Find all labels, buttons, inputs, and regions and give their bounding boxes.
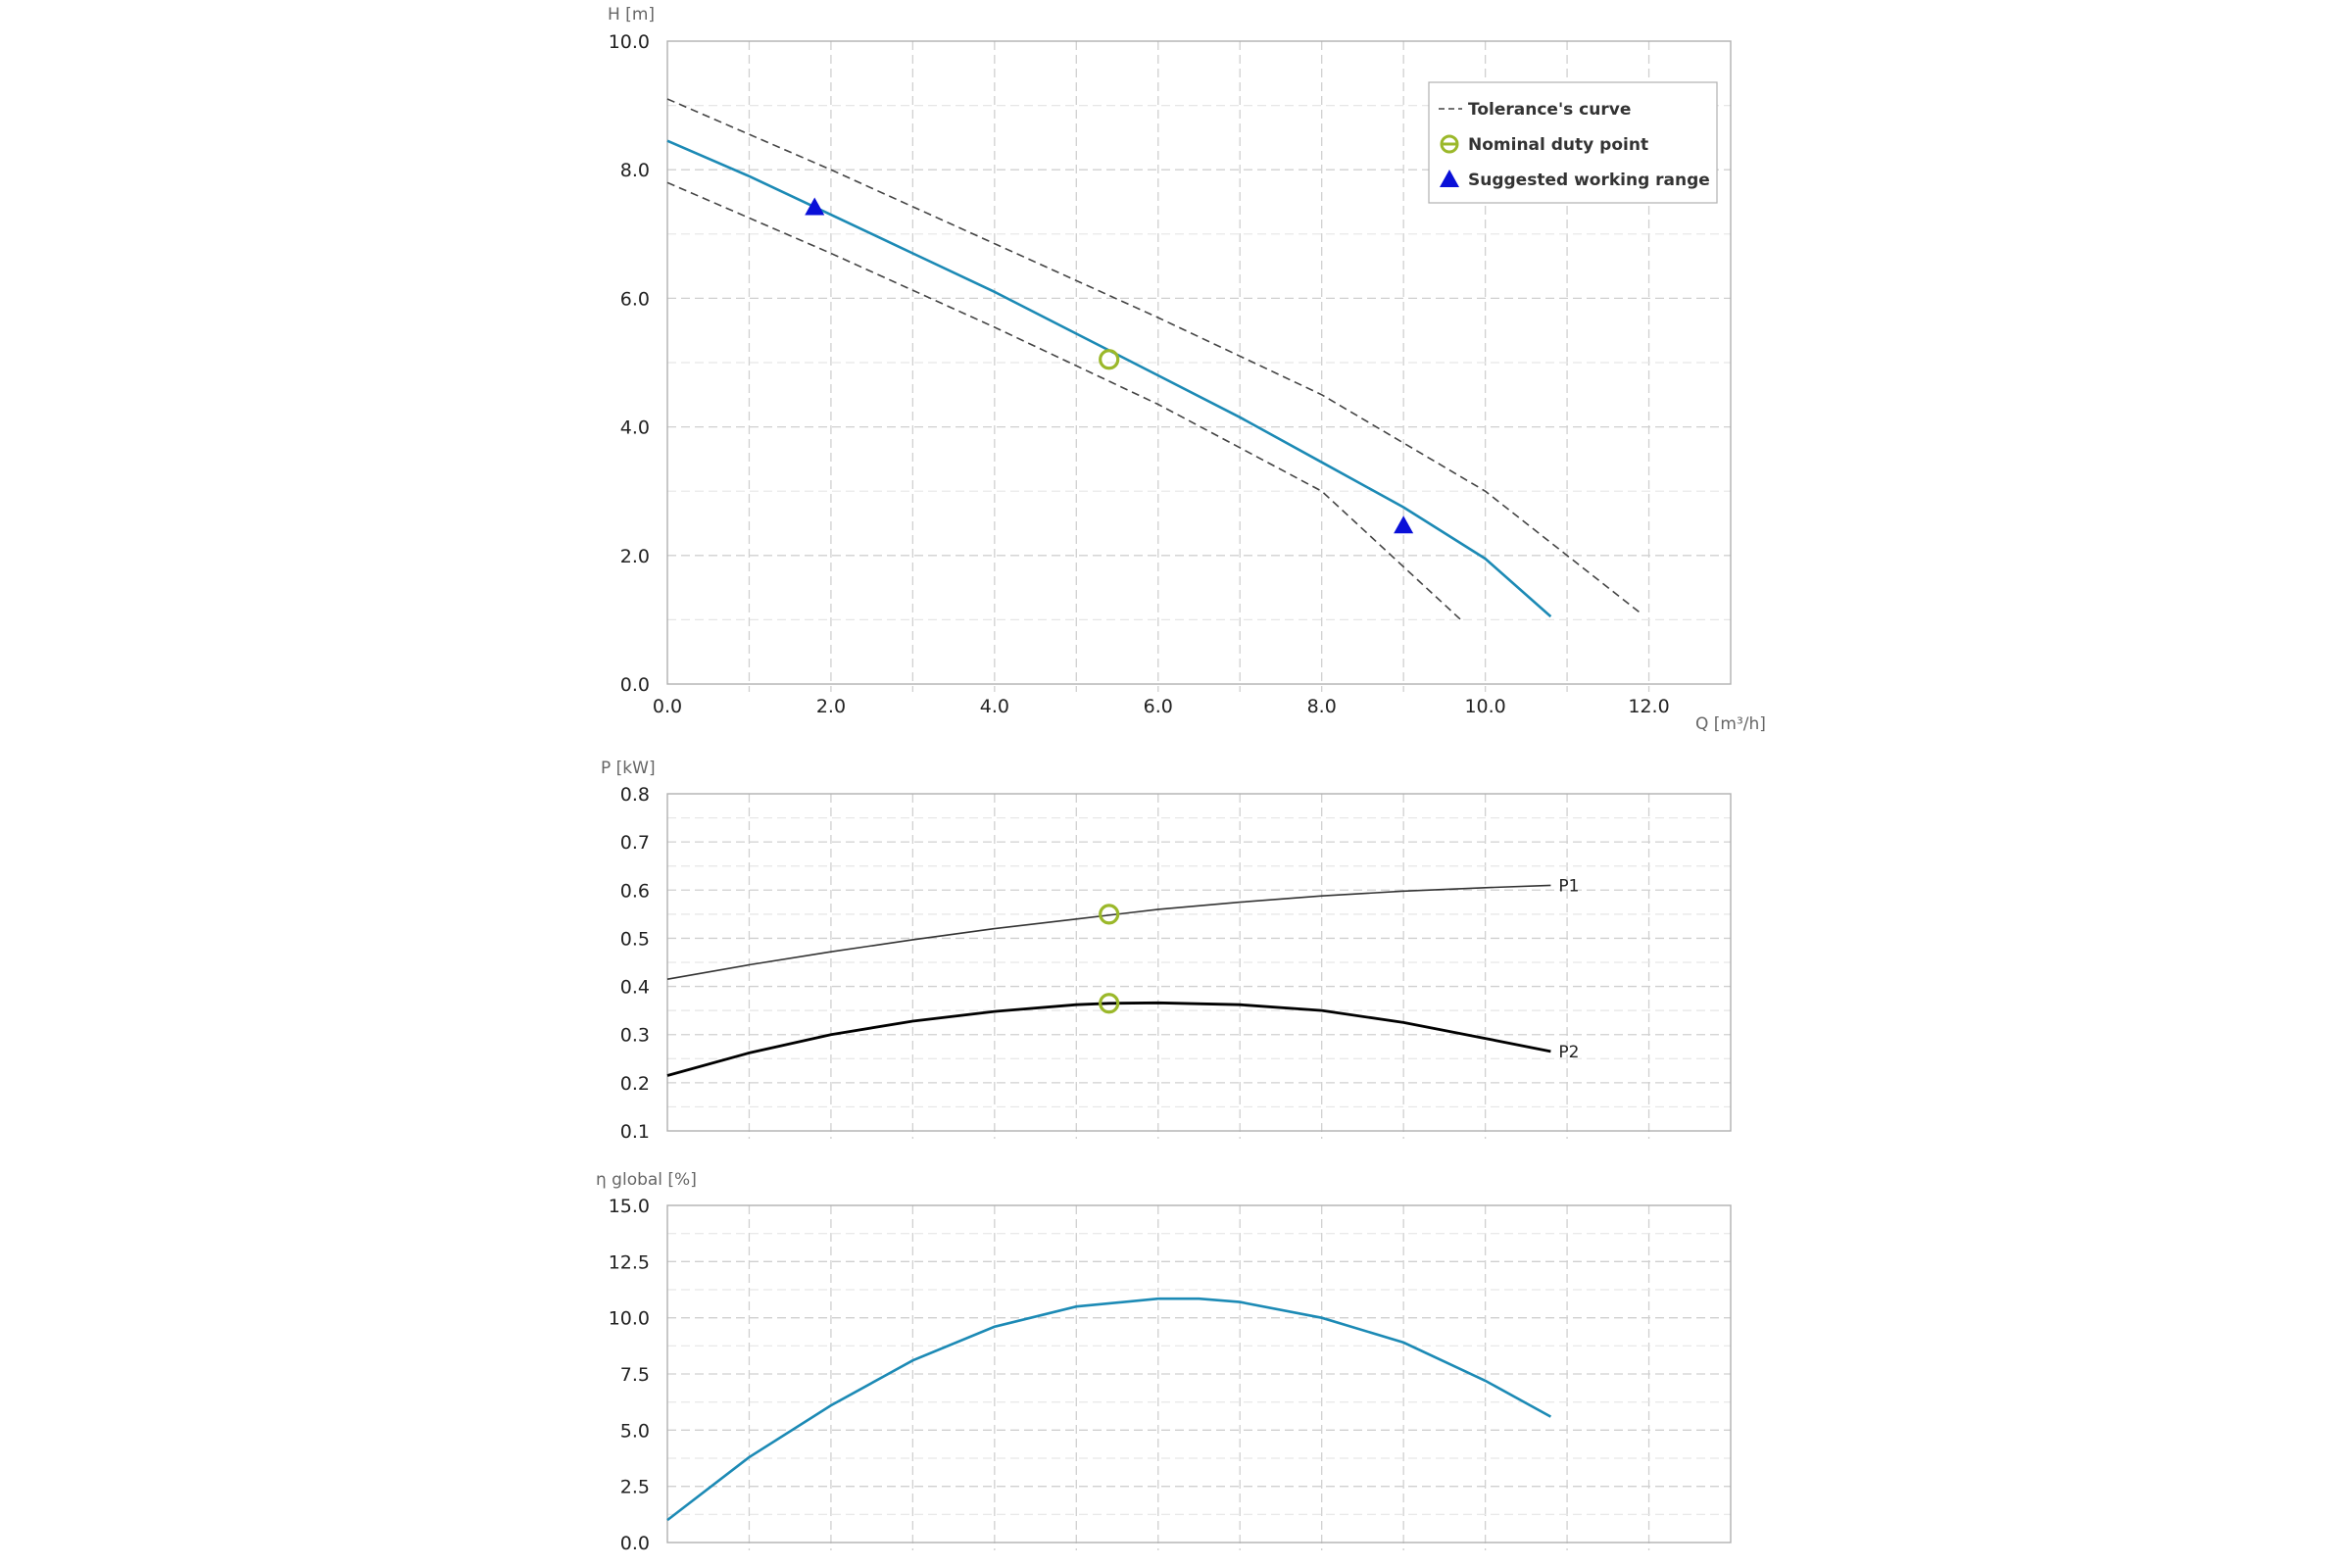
head-x-tick: 6.0 [1144,696,1173,717]
efficiency-y-tick: 12.5 [609,1251,650,1273]
tolerance-upper-curve [666,98,1642,614]
power-y-tick: 0.8 [620,784,650,806]
efficiency-y-tick: 5.0 [620,1420,650,1442]
legend-tolerance-label: Tolerance's curve [1468,100,1631,120]
efficiency-y-tick: 10.0 [609,1308,650,1330]
legend: Tolerance's curve Nominal duty point Sug… [1428,81,1718,204]
head-x-tick: 8.0 [1307,696,1337,717]
p1-label: P1 [1558,876,1579,896]
head-y-axis-title: H [m] [608,5,655,24]
head-duty-point [1099,349,1120,370]
legend-range-label: Suggested working range [1468,171,1710,190]
working-range-marker-1 [1394,515,1414,534]
legend-duty-label: Nominal duty point [1468,135,1648,155]
efficiency-y-tick: 7.5 [620,1364,650,1386]
head-x-tick: 10.0 [1464,696,1505,717]
efficiency-y-tick: 0.0 [620,1533,650,1554]
head-x-axis-title: Q [m³/h] [1695,714,1766,734]
power-y-tick: 0.1 [620,1121,650,1143]
power-plot-area: 0.1 0.2 0.3 0.4 0.5 0.6 0.7 0.8 P1 P2 [620,784,1732,1143]
tolerance-lower-curve [666,181,1462,620]
p2-curve [666,1001,1551,1077]
head-y-tick: 2.0 [620,546,650,567]
power-y-tick: 0.4 [620,977,650,999]
power-y-tick: 0.2 [620,1073,650,1095]
p2-label: P2 [1558,1043,1579,1062]
head-x-tick: 12.0 [1628,696,1669,717]
head-y-tick: 4.0 [620,417,650,439]
power-duty-point-0 [1099,904,1120,925]
head-x-tick: 2.0 [816,696,846,717]
efficiency-curve [666,1297,1552,1522]
power-frame [666,793,1732,1132]
working-range-marker-0 [805,197,825,216]
head-y-tick: 0.0 [620,674,650,696]
head-chart: H [m] Q [m³/h] 0.0 2.0 4.0 6.0 8.0 10.0 0.0 2.0… [608,5,1766,734]
power-y-axis-title: P [kW] [601,759,656,778]
legend-box [1428,81,1718,204]
head-y-tick: 10.0 [609,31,650,53]
power-y-tick: 0.6 [620,880,650,902]
p1-curve [666,884,1551,980]
efficiency-y-tick: 2.5 [620,1477,650,1498]
head-y-tick: 8.0 [620,160,650,181]
efficiency-frame [666,1204,1732,1544]
legend-duty-swatch [1440,134,1459,154]
power-chart: P [kW] 0.1 0.2 0.3 0.4 0.5 0.6 0.7 0.8 P1 P2 [601,759,1732,1143]
head-frame [666,40,1732,685]
power-y-tick: 0.5 [620,928,650,950]
power-y-tick: 0.7 [620,832,650,854]
legend-range-swatch [1440,170,1459,187]
efficiency-y-axis-title: η global [%] [596,1170,697,1190]
efficiency-y-tick: 15.0 [609,1196,650,1217]
head-x-tick: 4.0 [980,696,1009,717]
efficiency-chart: η global [%] 0.0 2.5 5.0 7.5 10.0 12.5 15.0 [596,1170,1732,1554]
head-y-tick: 6.0 [620,288,650,310]
efficiency-plot-area: 0.0 2.5 5.0 7.5 10.0 12.5 15.0 [609,1196,1732,1554]
power-y-tick: 0.3 [620,1025,650,1047]
power-duty-point-1 [1099,993,1120,1014]
head-x-tick: 0.0 [653,696,682,717]
head-curve [666,139,1552,618]
